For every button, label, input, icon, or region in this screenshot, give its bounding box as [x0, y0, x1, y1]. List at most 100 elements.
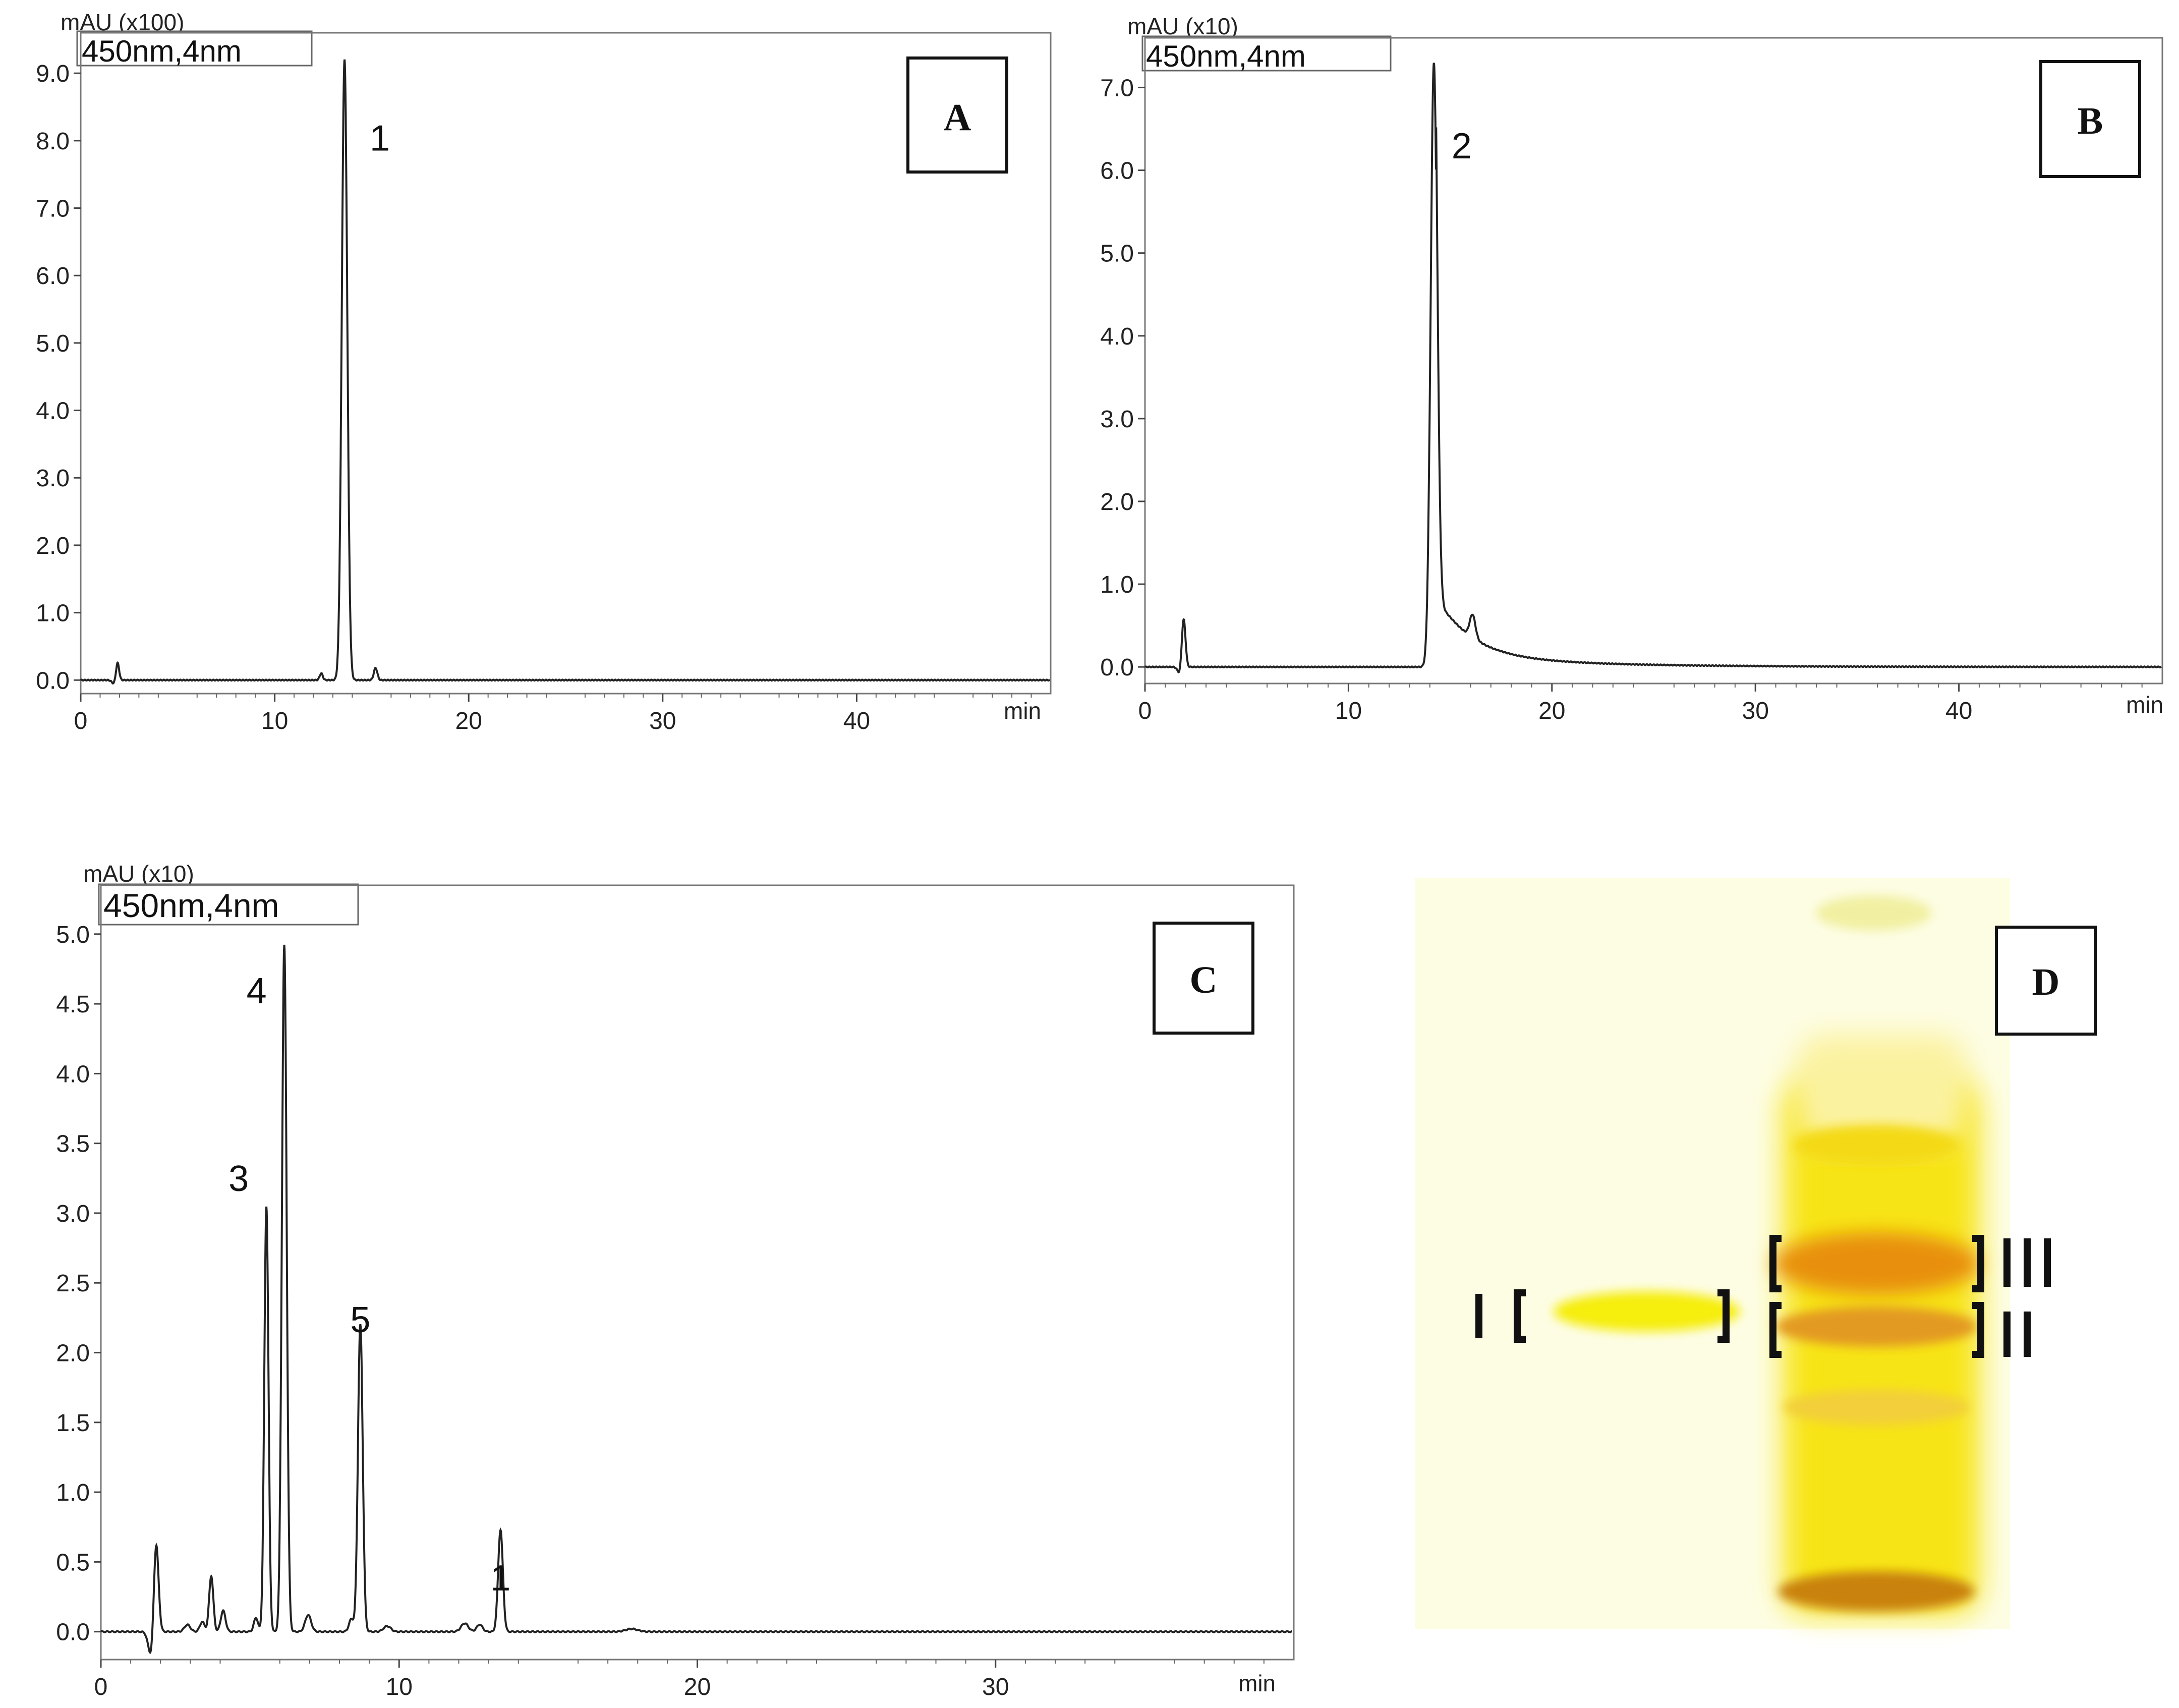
y-tick-label: 6.0 [36, 263, 70, 290]
x-tick-label: 40 [1945, 698, 1972, 724]
x-tick-label: 30 [982, 1674, 1009, 1700]
y-tick-label: 1.0 [56, 1479, 90, 1506]
x-tick-label: 10 [386, 1674, 413, 1700]
peak-label: 2 [1452, 126, 1472, 166]
peak-label: 1 [370, 118, 390, 158]
y-tick-label: 1.0 [36, 600, 70, 627]
x-axis-unit: min [1004, 698, 1041, 724]
x-axis-unit: min [2126, 692, 2163, 718]
chromatogram-panel-a: mAU (x100) 450nm,4nm 0.01.02.03.04.05.06… [36, 9, 1052, 734]
legend-text: 450nm,4nm [1146, 39, 1306, 73]
peak-labels: 3 4 5 1 [228, 971, 510, 1599]
tick-labels: 0.0 0.5 1.0 1.5 2.0 2.5 3.0 3.5 4.0 4.5 5.0 0 10 20 30 [56, 922, 1009, 1700]
plot-frame [80, 32, 1052, 695]
plot-frame [1144, 37, 2163, 685]
panel-letter-box [2039, 60, 2141, 178]
x-tick-label: 20 [1538, 698, 1565, 724]
panel-letter: C [1190, 959, 1218, 1001]
tick-labels: 0.0 1.0 2.0 3.0 4.0 5.0 6.0 7.0 0 10 20 30 40 [1100, 75, 1972, 724]
top-spot [1816, 895, 1932, 931]
peak-label: 1 [490, 1558, 510, 1599]
y-tick-label: 0.0 [56, 1619, 90, 1646]
y-tick-label: 1.0 [1100, 572, 1134, 598]
panel-letter: D [2032, 961, 2060, 1003]
y-tick-label: 2.0 [36, 533, 70, 559]
panel-letter-box [1153, 922, 1254, 1035]
legend-box [1141, 35, 1392, 72]
roman-mark-iii-2 [2024, 1238, 2031, 1287]
chromatogram-trace [100, 944, 1292, 1655]
chromatogram-trace [1144, 63, 2162, 673]
roman-mark-iii-3 [2044, 1238, 2051, 1287]
y-tick-label: 2.0 [56, 1340, 90, 1367]
panel-letter: A [944, 96, 971, 139]
peak-label: 4 [247, 971, 267, 1011]
band-roman-labels [1475, 1238, 2051, 1357]
extract-lane [1783, 1079, 1980, 1614]
unit-label: mAU (x10) [83, 861, 194, 887]
y-tick-label: 5.0 [36, 330, 70, 357]
y-tick-label: 3.0 [1100, 406, 1134, 433]
sample-band-i [1554, 1291, 1740, 1332]
y-tick-label: 1.5 [56, 1410, 90, 1437]
y-tick-label: 0.5 [56, 1549, 90, 1576]
x-tick-label: 10 [261, 708, 288, 734]
band-bracket-ii [1769, 1302, 1984, 1358]
band-ii [1775, 1306, 1977, 1347]
roman-mark-i-1 [1475, 1294, 1482, 1338]
roman-mark-ii-2 [2024, 1312, 2031, 1357]
x-axis-unit: min [1238, 1670, 1276, 1696]
y-tick-label: 2.5 [56, 1270, 90, 1297]
y-tick-label: 0.0 [1100, 654, 1134, 681]
legend-text: 450nm,4nm [103, 887, 279, 924]
y-tick-label: 5.0 [56, 922, 90, 948]
band-bottom [1778, 1571, 1975, 1612]
x-tick-label: 0 [74, 708, 88, 734]
x-tick-label: 10 [1335, 698, 1362, 724]
legend-box [76, 30, 313, 67]
y-tick-label: 4.5 [56, 991, 90, 1018]
tick-labels: 0.0 1.0 2.0 3.0 4.0 5.0 6.0 7.0 8.0 9.0 0 10 20 30 40 [36, 61, 870, 734]
axes [1138, 37, 2163, 692]
peak-labels: 2 [1452, 126, 1472, 166]
y-tick-label: 7.0 [1100, 75, 1134, 101]
x-tick-label: 40 [843, 708, 870, 734]
y-tick-label: 5.0 [1100, 241, 1134, 267]
chromatogram-panel-c: mAU (x10) 450nm,4nm 0.0 0.5 1.0 1.5 2.0 2.5 3.… [56, 861, 1295, 1700]
y-tick-label: 3.5 [56, 1131, 90, 1158]
panel-letter-box [1995, 926, 2097, 1036]
x-tick-label: 0 [1138, 698, 1152, 724]
y-tick-label: 3.0 [36, 465, 70, 492]
roman-mark-iii-1 [2003, 1238, 2011, 1287]
tlc-plate-photo: D [1415, 878, 2097, 1629]
axes [94, 884, 1295, 1668]
unit-label: mAU (x10) [1127, 13, 1238, 39]
axes [74, 32, 1052, 702]
extract-lane-upper [1796, 1034, 1967, 1145]
band-bracket-i [1514, 1289, 1730, 1343]
legend-text: 450nm,4nm [82, 34, 242, 68]
x-tick-label: 20 [455, 708, 482, 734]
peak-label: 3 [228, 1159, 249, 1199]
band-iii [1773, 1232, 1980, 1295]
y-tick-label: 4.0 [56, 1061, 90, 1088]
legend-box [98, 883, 359, 926]
y-tick-label: 3.0 [56, 1201, 90, 1227]
peak-labels: 1 [370, 118, 390, 158]
band-bracket-iii [1769, 1235, 1984, 1292]
y-tick-label: 7.0 [36, 196, 70, 222]
chromatogram-trace [80, 59, 1050, 685]
roman-mark-ii-1 [2003, 1312, 2011, 1357]
y-tick-label: 4.0 [36, 398, 70, 425]
y-tick-label: 2.0 [1100, 489, 1134, 516]
peak-label: 5 [350, 1300, 370, 1340]
y-tick-label: 0.0 [36, 667, 70, 694]
panel-letter-box [906, 56, 1008, 174]
chromatogram-panel-b: mAU (x10) 450nm,4nm 0.0 1.0 2.0 3.0 4.0 5.0 6.… [1100, 13, 2163, 724]
y-tick-label: 4.0 [1100, 323, 1134, 350]
band-lower [1783, 1390, 1970, 1425]
y-tick-label: 8.0 [36, 128, 70, 155]
x-tick-label: 20 [684, 1674, 711, 1700]
x-tick-label: 30 [1742, 698, 1769, 724]
